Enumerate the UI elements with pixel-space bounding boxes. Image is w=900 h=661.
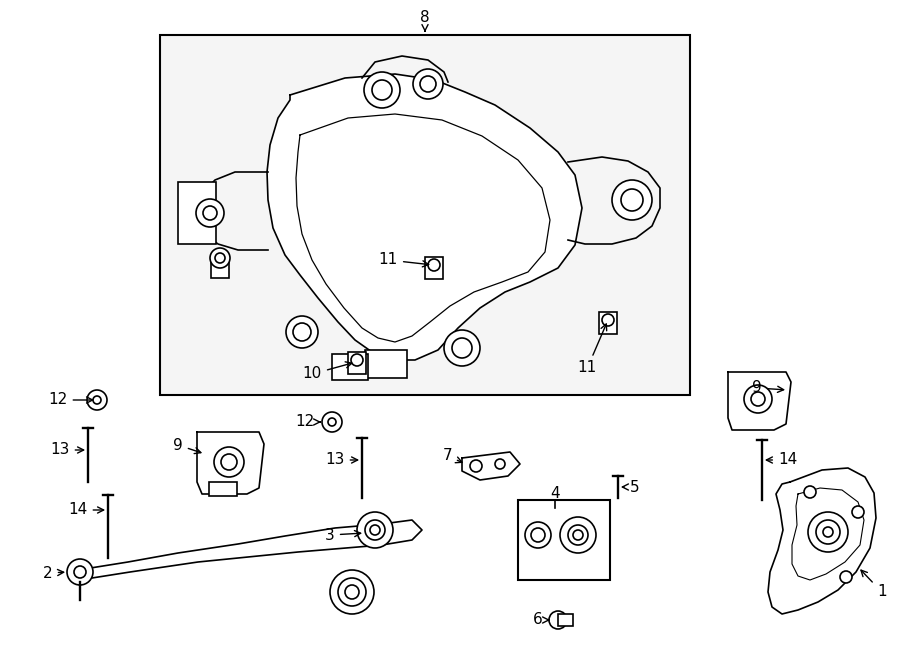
Circle shape <box>413 69 443 99</box>
Circle shape <box>87 390 107 410</box>
Circle shape <box>525 522 551 548</box>
Circle shape <box>470 460 482 472</box>
Text: 6: 6 <box>533 613 549 627</box>
Text: 4: 4 <box>550 486 560 502</box>
Bar <box>209 482 237 496</box>
Text: 2: 2 <box>43 566 64 580</box>
Circle shape <box>286 316 318 348</box>
Polygon shape <box>768 468 876 614</box>
Bar <box>332 354 368 380</box>
Text: 14: 14 <box>68 502 104 518</box>
Bar <box>348 352 366 374</box>
Circle shape <box>293 323 311 341</box>
Circle shape <box>221 454 237 470</box>
Bar <box>558 614 573 626</box>
Circle shape <box>808 512 848 552</box>
Circle shape <box>372 80 392 100</box>
Polygon shape <box>78 520 422 578</box>
Circle shape <box>602 314 614 326</box>
Polygon shape <box>462 452 520 480</box>
Polygon shape <box>728 372 791 430</box>
Text: 11: 11 <box>578 324 607 375</box>
Bar <box>599 312 617 334</box>
Polygon shape <box>267 74 582 360</box>
Bar <box>365 350 407 378</box>
Text: 13: 13 <box>325 453 357 467</box>
Circle shape <box>215 253 225 263</box>
Circle shape <box>322 412 342 432</box>
Circle shape <box>621 189 643 211</box>
Circle shape <box>560 517 596 553</box>
Circle shape <box>196 199 224 227</box>
Circle shape <box>370 525 380 535</box>
Circle shape <box>495 459 505 469</box>
Circle shape <box>428 259 440 271</box>
Text: 7: 7 <box>443 449 462 463</box>
Circle shape <box>338 578 366 606</box>
Circle shape <box>214 447 244 477</box>
Bar <box>160 35 690 395</box>
Text: 9: 9 <box>752 381 784 395</box>
Circle shape <box>351 354 363 366</box>
Bar <box>425 257 443 279</box>
Circle shape <box>330 570 374 614</box>
Circle shape <box>804 486 816 498</box>
Text: 13: 13 <box>50 442 84 457</box>
Bar <box>178 182 216 244</box>
Circle shape <box>364 72 400 108</box>
Circle shape <box>573 530 583 540</box>
Circle shape <box>823 527 833 537</box>
Bar <box>518 500 610 580</box>
Circle shape <box>549 611 567 629</box>
Circle shape <box>612 180 652 220</box>
Circle shape <box>816 520 840 544</box>
Text: 5: 5 <box>622 479 640 494</box>
Text: 12: 12 <box>295 414 320 430</box>
Text: 10: 10 <box>302 362 352 381</box>
Circle shape <box>568 525 588 545</box>
Text: 9: 9 <box>173 438 201 453</box>
Circle shape <box>531 528 545 542</box>
Circle shape <box>852 506 864 518</box>
Circle shape <box>357 512 393 548</box>
Text: 12: 12 <box>49 393 93 407</box>
Circle shape <box>93 396 101 404</box>
Text: 3: 3 <box>325 527 361 543</box>
Circle shape <box>744 385 772 413</box>
Circle shape <box>751 392 765 406</box>
Circle shape <box>840 571 852 583</box>
Text: 8: 8 <box>420 11 430 31</box>
Circle shape <box>67 559 93 585</box>
Circle shape <box>345 585 359 599</box>
Circle shape <box>74 566 86 578</box>
Circle shape <box>420 76 436 92</box>
Text: 11: 11 <box>379 253 428 268</box>
Circle shape <box>444 330 480 366</box>
Circle shape <box>328 418 336 426</box>
Bar <box>211 258 229 278</box>
Circle shape <box>452 338 472 358</box>
Circle shape <box>203 206 217 220</box>
Text: 14: 14 <box>766 453 797 467</box>
Text: 1: 1 <box>861 570 886 600</box>
Polygon shape <box>197 432 264 494</box>
Circle shape <box>210 248 230 268</box>
Circle shape <box>365 520 385 540</box>
